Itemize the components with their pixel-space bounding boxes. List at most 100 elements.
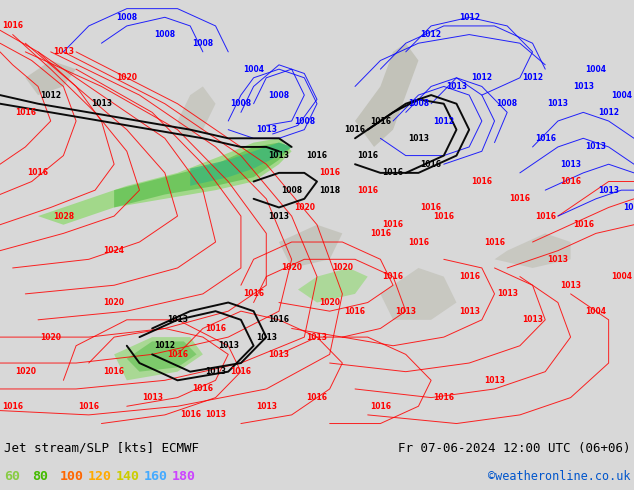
Text: 1013: 1013 [496,290,518,298]
Text: 1016: 1016 [78,402,100,411]
Text: 1013: 1013 [141,393,163,402]
Polygon shape [279,225,342,268]
Polygon shape [127,342,197,372]
Text: 1013: 1013 [560,160,581,169]
Text: 1013: 1013 [91,99,112,108]
Text: 1016: 1016 [560,177,581,186]
Polygon shape [114,337,203,380]
Text: 1012: 1012 [522,74,543,82]
Text: 1013: 1013 [53,48,74,56]
Text: 1016: 1016 [268,315,290,324]
Text: 1008: 1008 [230,99,252,108]
Text: 140: 140 [116,469,140,483]
Text: 1016: 1016 [357,186,378,195]
Text: 1013: 1013 [205,411,226,419]
Text: 1016: 1016 [382,169,404,177]
Polygon shape [495,233,571,268]
Text: 1020: 1020 [40,333,61,342]
Text: 160: 160 [144,469,168,483]
Text: 1013: 1013 [256,333,277,342]
Text: 1012: 1012 [420,30,442,39]
Text: 1013: 1013 [484,376,505,385]
Text: 1013: 1013 [458,307,480,316]
Text: 1018: 1018 [319,186,340,195]
Text: 1016: 1016 [319,169,340,177]
Text: 1013: 1013 [547,99,569,108]
Text: 1012: 1012 [154,341,176,350]
Text: 1008: 1008 [154,30,176,39]
Text: 1024: 1024 [103,246,125,255]
Text: Fr 07-06-2024 12:00 UTC (06+06): Fr 07-06-2024 12:00 UTC (06+06) [398,441,630,455]
Text: 1016: 1016 [205,324,226,333]
Polygon shape [178,86,216,138]
Text: 1012: 1012 [471,74,493,82]
Text: 1013: 1013 [408,134,429,143]
Text: 1013: 1013 [585,143,607,151]
Polygon shape [355,43,418,147]
Text: 80: 80 [32,469,48,483]
Text: 1016: 1016 [573,220,594,229]
Polygon shape [25,60,76,95]
Text: ©weatheronline.co.uk: ©weatheronline.co.uk [488,469,630,483]
Text: 1016: 1016 [534,134,556,143]
Text: 1013: 1013 [522,315,543,324]
Text: 1008: 1008 [294,117,315,125]
Text: 1016: 1016 [15,108,36,117]
Text: 60: 60 [4,469,20,483]
Text: 1016: 1016 [471,177,493,186]
Text: 1016: 1016 [420,160,442,169]
Text: 1013: 1013 [268,350,290,359]
Text: 1004: 1004 [611,91,632,99]
Polygon shape [38,138,292,225]
Text: 1008: 1008 [496,99,518,108]
Text: 1013: 1013 [560,281,581,290]
Text: 1004: 1004 [611,272,632,281]
Text: 120: 120 [88,469,112,483]
Text: 1016: 1016 [357,151,378,160]
Text: 1016: 1016 [433,393,455,402]
Text: 1012: 1012 [433,117,455,125]
Text: 1012: 1012 [458,13,480,22]
Text: 1016: 1016 [306,393,328,402]
Text: 1020: 1020 [319,298,340,307]
Text: 1013: 1013 [306,333,328,342]
Text: 1012: 1012 [598,108,619,117]
Text: 1016: 1016 [344,307,366,316]
Text: 1016: 1016 [179,411,201,419]
Text: 1016: 1016 [27,169,49,177]
Text: 1004: 1004 [243,65,264,74]
Text: 1016: 1016 [370,402,391,411]
Text: 1013: 1013 [573,82,594,91]
Text: 1016: 1016 [370,229,391,238]
Text: 1016: 1016 [103,367,125,376]
Text: Jet stream/SLP [kts] ECMWF: Jet stream/SLP [kts] ECMWF [4,441,199,455]
Text: 1013: 1013 [598,186,619,195]
Text: 1013: 1013 [268,212,290,220]
Text: 1016: 1016 [484,238,505,246]
Text: 1016: 1016 [306,151,328,160]
Text: 1020: 1020 [281,264,302,272]
Text: 1012: 1012 [40,91,61,99]
Text: 1013: 1013 [217,341,239,350]
Polygon shape [380,268,456,320]
Text: 1016: 1016 [534,212,556,220]
Text: 1016: 1016 [370,117,391,125]
Text: 1016: 1016 [458,272,480,281]
Text: 1016: 1016 [192,385,214,393]
Text: 100: 100 [60,469,84,483]
Text: 1016: 1016 [382,272,404,281]
Text: 1016: 1016 [2,402,23,411]
Text: 1020: 1020 [294,203,315,212]
Text: 1016: 1016 [509,195,531,203]
Text: 1016: 1016 [167,350,188,359]
Text: 1020: 1020 [116,74,138,82]
Text: 1004: 1004 [585,307,607,316]
Text: 1013: 1013 [256,125,277,134]
Text: 1013: 1013 [256,402,277,411]
Text: 1013: 1013 [446,82,467,91]
Text: 1028: 1028 [53,212,74,220]
Text: 1013: 1013 [547,255,569,264]
Polygon shape [190,143,292,186]
Text: 1013: 1013 [205,367,226,376]
Text: 1013: 1013 [623,203,634,212]
